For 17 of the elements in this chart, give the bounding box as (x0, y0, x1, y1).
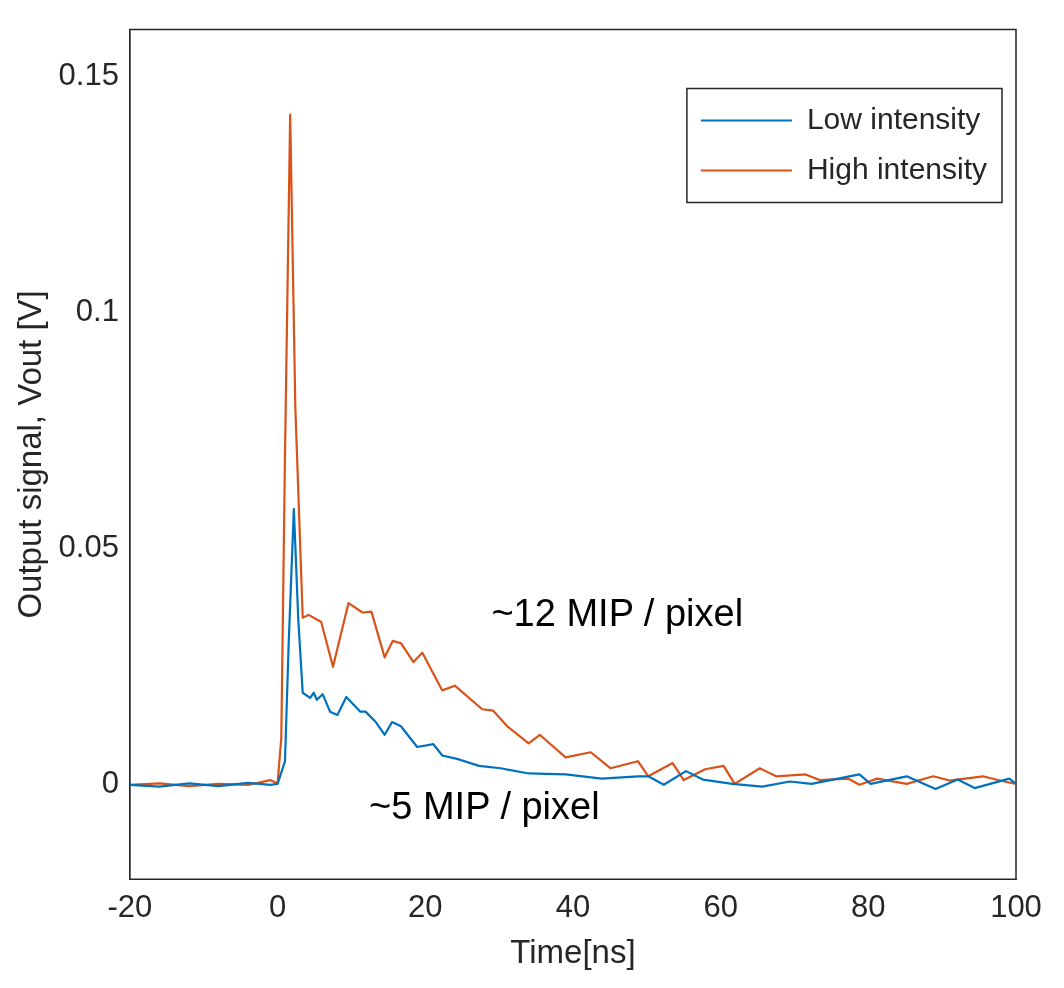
y-tick-label: 0.05 (58, 529, 119, 565)
x-tick-label: 40 (555, 889, 591, 925)
annotation: ~12 MIP / pixel (491, 592, 744, 635)
y-tick-label: 0 (101, 765, 119, 801)
y-axis-title: Output signal, Vout [V] (10, 290, 48, 619)
x-tick-label: 100 (990, 889, 1042, 925)
x-tick-label: 0 (268, 889, 287, 925)
x-tick-label: 80 (851, 889, 886, 925)
legend-label: Low intensity (806, 101, 981, 135)
x-axis-title: Time[ns] (510, 933, 636, 971)
y-tick-label: 0.15 (58, 57, 119, 93)
x-tick-label: 60 (703, 889, 738, 925)
x-tick-label: 20 (408, 889, 443, 925)
x-tick-label: -20 (107, 889, 153, 925)
annotation: ~5 MIP / pixel (369, 785, 600, 828)
legend-label: High intensity (806, 151, 988, 185)
y-tick-label: 0.1 (75, 293, 119, 329)
